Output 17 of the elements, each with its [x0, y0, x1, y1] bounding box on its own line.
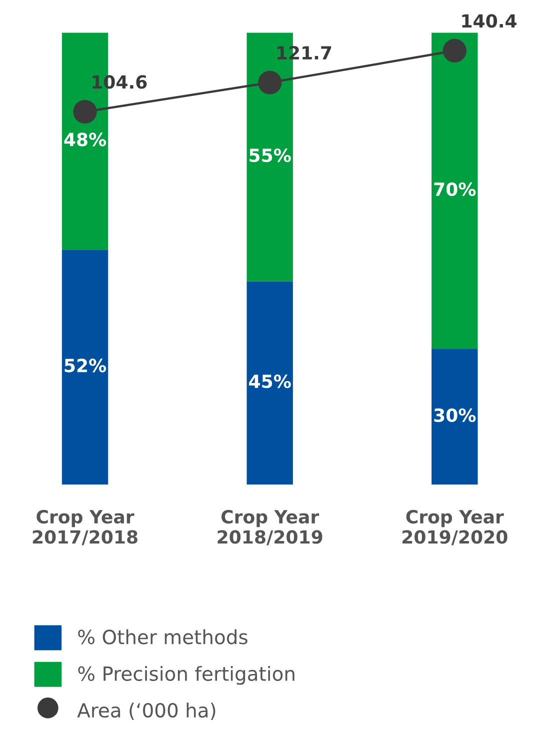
- bar: [432, 349, 478, 485]
- x-tick-label: Crop Year 2019/2020: [402, 510, 508, 546]
- data-label: 52%: [64, 358, 106, 372]
- data-label: 140.4: [462, 14, 516, 28]
- data-label: 48%: [64, 132, 106, 146]
- bar: [432, 32, 478, 350]
- x-tick-label: Crop Year 2018/2019: [218, 510, 322, 546]
- data-label: 55%: [250, 148, 291, 162]
- legend-label: % Other methods: [78, 629, 248, 644]
- legend-label: Area (‘000 ha): [77, 702, 216, 720]
- x-tick-label: Crop Year 2017/2018: [32, 510, 138, 546]
- bar: [246, 281, 293, 485]
- data-label: 30%: [434, 408, 476, 422]
- bar: [62, 250, 108, 485]
- data-label: 70%: [434, 182, 476, 196]
- data-label: 45%: [249, 374, 291, 388]
- legend-label: % Precision fertigation: [78, 666, 294, 685]
